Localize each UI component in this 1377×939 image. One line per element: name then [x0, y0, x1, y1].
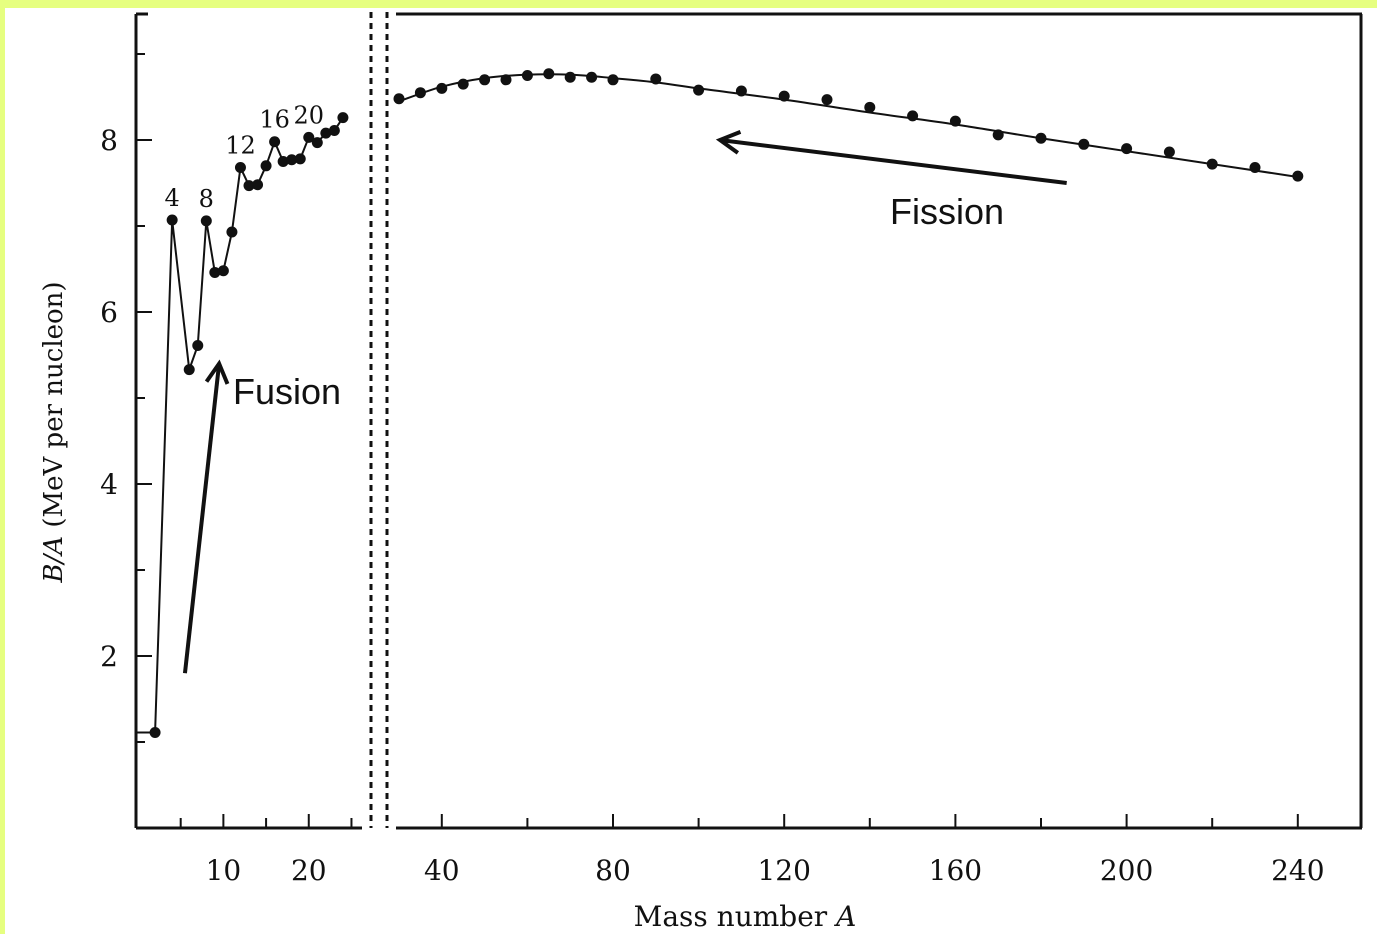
data-point-right	[864, 101, 876, 113]
data-point-right	[1078, 138, 1090, 150]
data-point-right	[607, 74, 619, 86]
data-point-right	[907, 110, 919, 122]
data-point-right	[393, 93, 405, 105]
point-label: 8	[199, 185, 214, 213]
data-point-right	[821, 94, 833, 106]
x-tick-label: 200	[1100, 854, 1153, 887]
x-tick-label: 80	[595, 854, 631, 887]
data-point-left	[217, 265, 229, 277]
y-tick-label: 6	[100, 296, 118, 329]
data-point-left	[311, 137, 323, 149]
data-point-right	[543, 68, 555, 80]
x-tick-label: 160	[929, 854, 982, 887]
data-point-left	[252, 179, 264, 191]
data-point-left	[166, 214, 178, 226]
data-point-right	[650, 73, 662, 85]
y-tick-label: 4	[100, 468, 118, 501]
data-point-left	[320, 127, 332, 139]
data-point-right	[949, 115, 961, 127]
data-point-right	[1163, 146, 1175, 158]
annotation-arrowhead	[204, 359, 230, 385]
point-label: 16	[259, 106, 290, 134]
point-label: 20	[293, 101, 324, 129]
x-tick-label: 40	[424, 854, 460, 887]
x-axis-label: Mass number A	[634, 900, 857, 933]
data-point-right	[1121, 143, 1133, 155]
axes-group: 2 4 6 8 10 20 40 80 120 160 200 240	[100, 12, 1363, 887]
data-point-right	[1292, 170, 1304, 182]
data-point-left	[149, 727, 161, 739]
data-point-right	[479, 74, 491, 86]
data-point-right	[436, 82, 448, 94]
data-point-left	[234, 162, 246, 174]
data-point-left	[200, 215, 212, 227]
data-point-right	[693, 84, 705, 96]
data-point-right	[521, 70, 533, 81]
data-point-right	[564, 71, 576, 83]
data-point-left	[226, 226, 238, 238]
points-group	[149, 68, 1304, 739]
fit-curve-right	[398, 73, 1298, 178]
data-point-right	[586, 71, 598, 83]
data-point-right	[1206, 158, 1218, 170]
x-tick-label: 10	[206, 854, 242, 887]
y-axis-label: B/A (MeV per nucleon)	[39, 281, 69, 583]
annotation-label: Fission	[890, 191, 1004, 232]
data-point-left	[337, 112, 349, 124]
data-point-right	[1249, 162, 1261, 174]
annotation-arrow	[719, 138, 1067, 185]
data-point-right	[735, 85, 747, 97]
data-point-right	[778, 90, 790, 102]
data-point-left	[286, 154, 298, 166]
data-point-left	[294, 153, 306, 165]
point-label: 12	[225, 132, 256, 160]
annotations-group: Fusion Fission	[182, 130, 1067, 674]
annotation-arrow	[182, 363, 222, 674]
data-point-right	[414, 87, 426, 99]
y-tick-label: 8	[100, 124, 118, 157]
data-point-left	[269, 136, 281, 148]
data-point-left	[192, 340, 204, 352]
data-point-left	[328, 125, 340, 137]
data-point-left	[260, 160, 272, 172]
data-point-left	[183, 364, 195, 376]
point-label: 4	[165, 184, 180, 212]
data-point-left	[209, 266, 221, 278]
data-point-left	[243, 180, 255, 192]
data-point-right	[992, 129, 1004, 141]
x-tick-label: 240	[1271, 854, 1324, 887]
x-tick-label: 120	[757, 854, 810, 887]
y-tick-label: 2	[100, 640, 118, 673]
annotation-label: Fusion	[233, 371, 341, 412]
annotation-arrowhead	[715, 130, 742, 155]
data-point-right	[457, 78, 469, 90]
data-point-right	[1035, 132, 1047, 144]
data-point-left	[277, 156, 289, 167]
data-point-left	[303, 131, 315, 143]
x-tick-label: 20	[291, 854, 327, 887]
data-point-right	[500, 74, 512, 86]
